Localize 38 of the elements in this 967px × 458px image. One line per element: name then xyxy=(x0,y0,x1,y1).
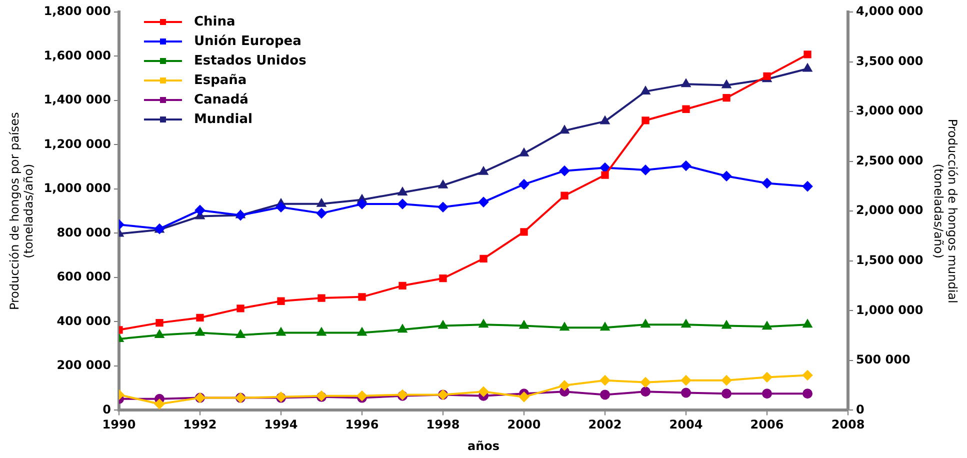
legend-label: Mundial xyxy=(194,112,252,127)
legend-label: Canadá xyxy=(194,92,248,108)
x-tick-label: 1992 xyxy=(183,418,217,432)
y2-tick-label: 2,500 000 xyxy=(856,153,924,168)
y-tick-label: 1,000 000 xyxy=(44,181,111,196)
y-axis-title: Producción de hongos por países (toneladas/año) xyxy=(7,112,36,310)
y2-tick-label: 3,000 000 xyxy=(856,104,924,118)
x-tick-label: 2004 xyxy=(669,418,703,432)
x-tick-label: 2000 xyxy=(507,418,541,432)
x-tick-label: 1996 xyxy=(345,418,379,432)
x-tick-label: 2002 xyxy=(588,418,622,432)
legend-label: España xyxy=(194,72,247,88)
y2-tick-label: 0 xyxy=(856,402,864,416)
x-axis-title: años xyxy=(467,438,500,453)
y-tick-label: 1,600 000 xyxy=(44,48,111,62)
y2-tick-label: 1,500 000 xyxy=(856,253,924,267)
y2-tick-label: 1,000 000 xyxy=(856,302,924,317)
x-tick-label: 1990 xyxy=(102,418,136,432)
y-tick-label: 200 000 xyxy=(56,358,111,372)
y2-tick-label: 2,000 000 xyxy=(856,203,924,218)
y2-tick-label: 500 000 xyxy=(856,352,910,367)
y2-tick-label: 4,000 000 xyxy=(856,4,924,18)
x-tick-label: 1994 xyxy=(264,418,298,432)
x-tick-label: 2008 xyxy=(831,418,865,432)
y2-tick-label: 3,500 000 xyxy=(856,54,924,68)
y2-axis-title: Producción de hongos mundial (toneladas/año) xyxy=(931,118,960,304)
y-tick-label: 0 xyxy=(102,402,111,416)
y-tick-label: 800 000 xyxy=(56,225,111,240)
y-tick-label: 1,200 000 xyxy=(44,136,111,151)
x-tick-label: 2006 xyxy=(750,418,784,432)
legend-label: Estados Unidos xyxy=(194,53,307,68)
x-tick-label: 1998 xyxy=(426,418,460,432)
y-tick-label: 1,400 000 xyxy=(44,92,111,107)
y-tick-label: 1,800 000 xyxy=(44,4,111,18)
legend-label: China xyxy=(194,14,236,30)
y-tick-label: 600 000 xyxy=(56,270,111,284)
legend-label: Unión Europea xyxy=(194,34,302,49)
y-tick-label: 400 000 xyxy=(56,314,111,328)
